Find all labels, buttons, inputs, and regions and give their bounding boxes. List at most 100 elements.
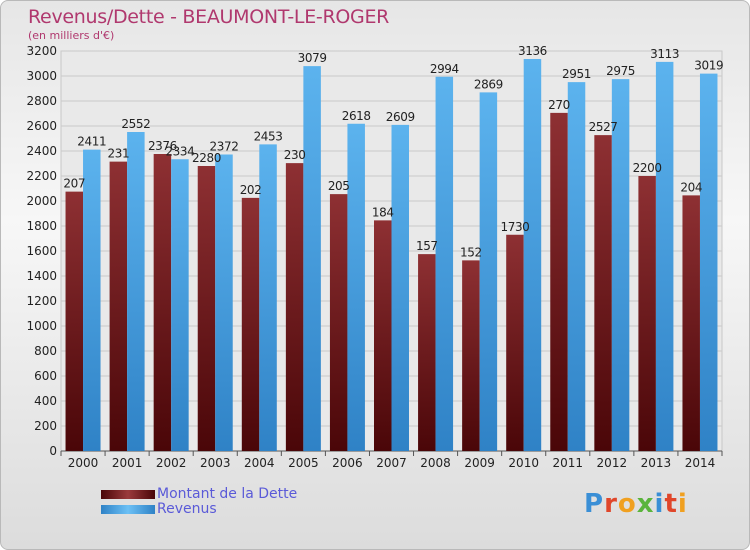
data-label: 2951 xyxy=(562,67,591,81)
y-tick-label: 600 xyxy=(34,369,57,383)
data-label: 2552 xyxy=(121,117,150,131)
y-tick-label: 1400 xyxy=(26,269,57,283)
data-label: 2975 xyxy=(606,64,635,78)
bar-debt xyxy=(285,163,304,451)
x-tick-label: 2006 xyxy=(332,456,363,470)
data-label: 270 xyxy=(548,98,570,112)
bar-debt xyxy=(153,154,172,451)
y-tick-label: 2600 xyxy=(26,119,57,133)
y-tick-label: 2800 xyxy=(26,94,57,108)
chart-title: Revenus/Dette - BEAUMONT-LE-ROGER xyxy=(28,6,390,28)
bar-revenue xyxy=(391,124,409,451)
x-tick-label: 2003 xyxy=(200,456,231,470)
y-tick-label: 800 xyxy=(34,344,57,358)
data-label: 2334 xyxy=(165,144,194,158)
data-label: 3113 xyxy=(650,47,679,61)
x-tick-label: 2010 xyxy=(508,456,539,470)
data-label: 2453 xyxy=(254,129,283,143)
y-tick-label: 2400 xyxy=(26,144,57,158)
bar-debt xyxy=(329,194,348,451)
bar-debt xyxy=(65,191,84,451)
x-tick-label: 2004 xyxy=(244,456,275,470)
data-label: 2376 xyxy=(148,139,177,153)
x-tick-label: 2013 xyxy=(641,456,672,470)
bar-revenue xyxy=(171,159,189,451)
bar-debt xyxy=(638,176,656,451)
data-label: 2869 xyxy=(474,77,503,91)
bar-revenue xyxy=(259,144,277,451)
data-label: 184 xyxy=(372,205,394,219)
data-label: 202 xyxy=(240,183,262,197)
y-tick-label: 200 xyxy=(34,419,57,433)
x-tick-label: 2012 xyxy=(597,456,628,470)
bar-revenue xyxy=(479,92,498,451)
y-tick-label: 1200 xyxy=(26,294,57,308)
y-tick-label: 1000 xyxy=(26,319,57,333)
y-tick-label: 2200 xyxy=(26,169,57,183)
data-label: 3136 xyxy=(518,44,547,58)
x-tick-label: 2005 xyxy=(288,456,319,470)
legend-swatch-debt xyxy=(101,490,155,499)
data-label: 2609 xyxy=(386,110,415,124)
data-label: 152 xyxy=(460,245,482,259)
bar-debt xyxy=(682,195,700,451)
data-label: 2618 xyxy=(342,109,371,123)
bar-revenue xyxy=(83,149,101,451)
bar-debt xyxy=(506,234,524,451)
y-tick-label: 1600 xyxy=(26,244,57,258)
bar-debt xyxy=(550,112,568,451)
bar-debt xyxy=(374,220,392,451)
x-tick-label: 2001 xyxy=(112,456,143,470)
bar-debt xyxy=(109,161,128,451)
data-label: 231 xyxy=(107,147,129,161)
data-label: 2994 xyxy=(430,62,459,76)
data-label: 2280 xyxy=(192,151,221,165)
x-tick-label: 2008 xyxy=(420,456,451,470)
x-tick-label: 2000 xyxy=(68,456,99,470)
bar-debt xyxy=(418,254,436,451)
legend-label-revenue: Revenus xyxy=(157,501,217,517)
y-tick-label: 0 xyxy=(49,444,57,458)
y-tick-label: 3000 xyxy=(26,69,57,83)
data-label: 204 xyxy=(680,180,702,194)
bar-revenue xyxy=(215,154,233,451)
bar-debt xyxy=(462,260,480,451)
data-label: 3079 xyxy=(298,51,327,65)
legend-swatch-revenue xyxy=(101,505,155,514)
bar-revenue xyxy=(655,61,674,451)
data-label: 230 xyxy=(284,148,306,162)
y-tick-label: 3200 xyxy=(26,44,57,58)
data-label: 2527 xyxy=(589,120,618,134)
y-tick-label: 2000 xyxy=(26,194,57,208)
proxiti-logo: Proxiti xyxy=(584,489,688,519)
x-tick-label: 2014 xyxy=(685,456,716,470)
bar-revenue xyxy=(347,123,365,451)
x-tick-label: 2011 xyxy=(552,456,583,470)
data-label: 1730 xyxy=(500,220,529,234)
bar-debt xyxy=(197,166,216,451)
data-label: 3019 xyxy=(694,59,723,73)
bar-revenue xyxy=(611,79,630,451)
data-label: 205 xyxy=(328,179,350,193)
bar-revenue xyxy=(699,73,718,451)
data-label: 2200 xyxy=(633,161,662,175)
x-tick-label: 2009 xyxy=(464,456,495,470)
bar-revenue xyxy=(523,59,542,451)
x-tick-label: 2007 xyxy=(376,456,407,470)
bar-revenue xyxy=(567,82,586,451)
data-label: 2372 xyxy=(210,140,239,154)
bar-revenue xyxy=(303,66,321,451)
data-label: 2411 xyxy=(77,135,106,149)
data-label: 207 xyxy=(63,177,85,191)
x-tick-label: 2002 xyxy=(156,456,187,470)
bar-debt xyxy=(594,135,612,451)
y-tick-label: 400 xyxy=(34,394,57,408)
chart-subtitle: (en milliers d'€) xyxy=(28,29,115,42)
legend-label-debt: Montant de la Dette xyxy=(157,486,298,502)
data-label: 157 xyxy=(416,239,438,253)
y-tick-label: 1800 xyxy=(26,219,57,233)
bar-revenue xyxy=(127,132,145,451)
bar-debt xyxy=(241,197,260,451)
